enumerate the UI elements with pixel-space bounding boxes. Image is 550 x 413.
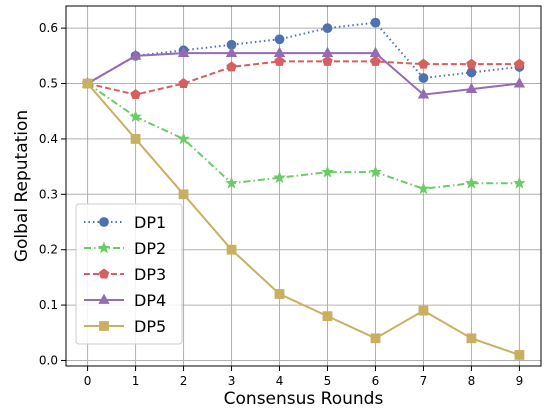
- data-point-dp1: [274, 34, 285, 45]
- data-point-dp5: [274, 289, 285, 299]
- data-point-dp3: [322, 55, 333, 66]
- data-point-dp4: [273, 46, 286, 57]
- legend-box: [75, 203, 183, 345]
- legend-item-dp2: DP2: [84, 239, 166, 258]
- data-point-dp5: [82, 78, 93, 89]
- y-tick-label: 0.0: [39, 353, 58, 367]
- series-line-dp3: [87, 60, 520, 96]
- data-point-dp1: [370, 17, 381, 28]
- series-line-dp5: [86, 82, 520, 356]
- y-tick-label: 0.6: [39, 21, 58, 35]
- x-axis-label: Consensus Rounds: [224, 389, 384, 409]
- series-dp5: [82, 78, 525, 360]
- x-tick-label: 1: [132, 374, 140, 388]
- data-point-dp2: [129, 110, 142, 123]
- y-tick-label: 0.4: [39, 132, 58, 146]
- data-point-dp2: [321, 165, 334, 178]
- data-point-dp2: [417, 182, 430, 195]
- data-point-dp4: [225, 46, 238, 57]
- data-point-dp5: [226, 244, 237, 255]
- data-point-dp2: [225, 176, 238, 189]
- series-dp2: [81, 76, 526, 195]
- data-point-dp4: [465, 82, 478, 93]
- y-tick-label: 0.3: [39, 187, 58, 201]
- x-tick-label: 5: [324, 374, 332, 388]
- x-tick-label: 9: [516, 374, 524, 388]
- legend-label: DP1: [134, 213, 166, 232]
- data-point-dp5: [466, 333, 477, 344]
- ticks: 0 1 2 3 4 5 6 7 8 9 0.0 0.1 0.2 0.3 0.4 0.5 0.6: [39, 21, 523, 388]
- data-point-dp3: [130, 89, 141, 100]
- legend-marker: [99, 321, 109, 331]
- data-point-dp4: [369, 46, 382, 57]
- data-point-dp3: [226, 61, 237, 72]
- legend-marker: [98, 293, 110, 304]
- y-tick-label: 0.5: [39, 77, 58, 91]
- x-tick-label: 6: [372, 374, 380, 388]
- data-point-dp1: [418, 73, 429, 83]
- legend-item-dp4: DP4: [84, 291, 166, 310]
- legend-item-dp1: DP1: [84, 213, 166, 232]
- legend-marker: [98, 268, 110, 279]
- data-point-dp5: [130, 134, 141, 144]
- x-tick-label: 2: [180, 374, 188, 388]
- legend-label: DP4: [134, 291, 166, 310]
- plot-frame: [65, 5, 542, 367]
- legend-item-dp3: DP3: [84, 265, 166, 284]
- y-axis-label: Golbal Reputation: [12, 110, 32, 262]
- data-point-dp4: [417, 88, 430, 99]
- x-tick-label: 7: [420, 374, 428, 388]
- data-point-dp4: [513, 77, 526, 88]
- data-point-dp4: [177, 46, 190, 57]
- legend-label: DP5: [134, 317, 166, 336]
- series-dp4: [81, 46, 526, 99]
- x-tick-label: 0: [84, 374, 92, 388]
- data-point-dp2: [465, 176, 478, 189]
- data-point-dp1: [466, 67, 477, 78]
- data-point-dp4: [321, 46, 334, 57]
- x-tick-label: 4: [276, 374, 284, 388]
- x-tick-label: 8: [468, 374, 476, 388]
- data-point-dp3: [274, 55, 285, 66]
- legend-item-dp5: DP5: [84, 317, 166, 336]
- data-point-dp2: [369, 165, 382, 178]
- data-point-dp5: [514, 350, 525, 360]
- legend-marker: [99, 217, 109, 227]
- legend-marker: [97, 241, 111, 254]
- series-dp3: [82, 55, 525, 100]
- data-point-dp3: [178, 78, 189, 88]
- y-tick-label: 0.1: [39, 298, 58, 312]
- data-point-dp4: [129, 49, 142, 60]
- legend-label: DP2: [134, 239, 166, 258]
- data-point-dp3: [418, 58, 429, 69]
- data-point-dp1: [322, 23, 333, 34]
- data-point-dp3: [514, 58, 525, 69]
- series-line-dp4: [87, 52, 520, 96]
- data-point-dp2: [177, 132, 190, 145]
- data-point-dp5: [322, 311, 333, 322]
- data-point-dp2: [273, 171, 286, 184]
- data-point-dp2: [513, 176, 526, 189]
- data-point-dp3: [370, 55, 381, 66]
- series-line-dp2: [87, 82, 520, 190]
- legend: DP1 DP2 DP3 DP4 DP5: [75, 203, 183, 345]
- x-tick-label: 3: [228, 374, 236, 388]
- data-point-dp5: [178, 189, 189, 200]
- data-point-dp5: [418, 305, 429, 316]
- y-tick-label: 0.2: [39, 243, 58, 257]
- legend-label: DP3: [134, 265, 166, 284]
- data-point-dp5: [370, 333, 381, 344]
- data-point-dp3: [466, 58, 477, 69]
- series-layer: [81, 17, 526, 360]
